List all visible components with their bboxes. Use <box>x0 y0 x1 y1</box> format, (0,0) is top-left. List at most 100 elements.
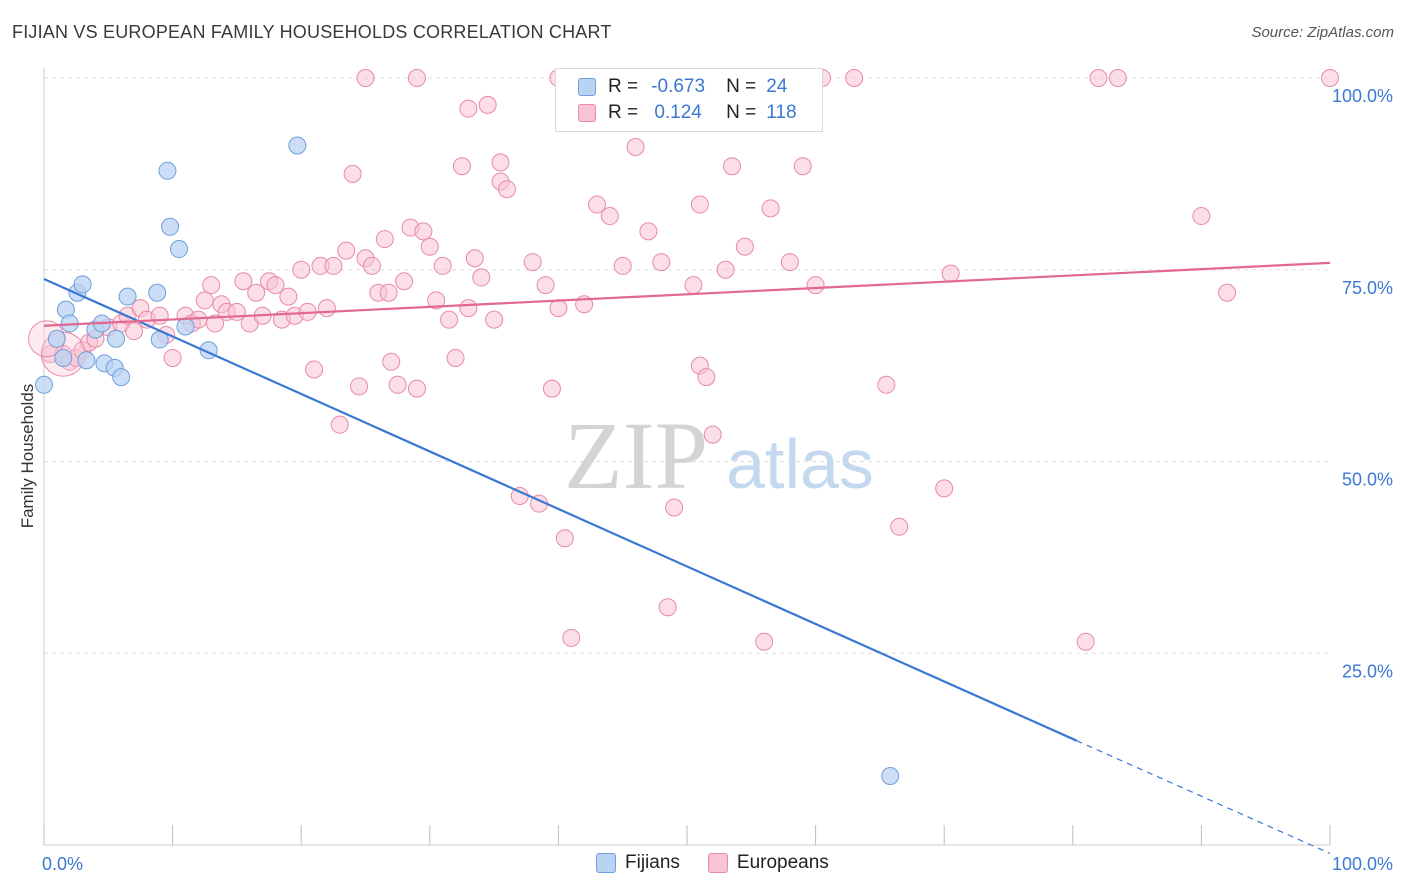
trend-lines <box>43 261 1331 854</box>
european-point <box>379 283 398 302</box>
european-point <box>478 95 497 114</box>
european-point <box>491 153 510 172</box>
fijian-point <box>158 161 177 180</box>
european-point <box>446 348 465 367</box>
european-point <box>806 276 825 295</box>
european-point <box>658 598 677 617</box>
european-point <box>600 207 619 226</box>
european-point <box>723 157 742 176</box>
fijian-point <box>47 329 66 348</box>
x-tick-label: 0.0% <box>42 854 83 874</box>
legend-row-europeans: R = 0.124 N = 118 <box>578 101 797 125</box>
european-point <box>549 299 568 318</box>
european-point <box>935 479 954 498</box>
europeans-trend-line <box>43 261 1331 327</box>
european-point <box>382 352 401 371</box>
fijian-point <box>176 317 195 336</box>
watermark: ZIP atlas <box>564 402 874 509</box>
european-point <box>163 348 182 367</box>
x-axis <box>43 68 1331 846</box>
europeans-r-label: R = <box>608 102 639 123</box>
fijians-legend-label: Fijians <box>625 852 680 873</box>
european-point <box>536 276 555 295</box>
european-point <box>452 157 471 176</box>
fijians-r-label: R = <box>608 76 639 97</box>
europeans-n-value: 118 <box>766 102 797 123</box>
european-point <box>427 291 446 310</box>
european-point <box>562 628 581 647</box>
fijian-point <box>112 368 131 387</box>
fijian-point <box>161 217 180 236</box>
european-point <box>459 299 478 318</box>
fijian-point <box>107 329 126 348</box>
european-point <box>433 256 452 275</box>
european-point <box>234 272 253 291</box>
european-point <box>1321 69 1339 87</box>
european-point <box>626 138 645 157</box>
european-point <box>665 498 684 517</box>
european-point <box>324 256 343 275</box>
european-point <box>266 276 285 295</box>
fijians-trend-line <box>43 277 1078 742</box>
legend-row-fijians: R = -0.673 N = 24 <box>578 75 787 99</box>
fijian-point <box>35 375 53 394</box>
european-point <box>716 260 735 279</box>
european-point <box>703 425 722 444</box>
europeans-legend-swatch <box>707 853 728 873</box>
european-point <box>941 264 960 283</box>
fijian-point <box>77 351 96 370</box>
fijian-point <box>118 287 137 306</box>
european-point <box>1089 69 1108 87</box>
fijians-swatch <box>578 78 596 96</box>
european-point <box>793 157 812 176</box>
european-point <box>845 69 864 87</box>
fijian-point <box>54 348 73 367</box>
european-point <box>485 310 504 329</box>
european-point <box>279 287 298 306</box>
european-point <box>356 69 375 87</box>
european-point <box>420 237 439 256</box>
european-point <box>780 253 799 272</box>
european-point <box>317 299 336 318</box>
european-point <box>890 517 909 536</box>
european-point <box>542 379 561 398</box>
y-tick-label: 75.0% <box>1342 278 1393 298</box>
european-point <box>395 272 414 291</box>
european-point <box>414 222 433 241</box>
fijian-point <box>148 283 167 302</box>
fijian-point <box>170 240 189 259</box>
european-point <box>1108 69 1127 87</box>
european-point <box>877 375 896 394</box>
european-point <box>690 195 709 214</box>
fijians-legend-swatch <box>596 853 616 873</box>
legend-item-fijians[interactable]: Fijians <box>596 852 680 874</box>
european-point <box>639 222 658 241</box>
european-point <box>407 69 426 87</box>
european-point <box>388 375 407 394</box>
europeans-legend-label: Europeans <box>736 852 829 873</box>
european-point <box>292 260 311 279</box>
european-point <box>440 310 459 329</box>
european-point <box>523 253 542 272</box>
legend-item-europeans[interactable]: Europeans <box>707 852 829 874</box>
fijians-n-value: 24 <box>766 76 788 97</box>
watermark-zip: ZIP <box>564 402 708 509</box>
european-point <box>206 314 225 333</box>
european-point <box>350 377 369 396</box>
european-point <box>587 195 606 214</box>
european-point <box>125 322 144 341</box>
europeans-swatch <box>578 104 596 122</box>
european-point <box>343 164 362 183</box>
fijians-n-label: N = <box>726 76 757 97</box>
fijians-r-value: -0.673 <box>651 76 706 97</box>
europeans-n-label: N = <box>726 102 757 123</box>
european-point <box>684 276 703 295</box>
fijian-point <box>73 275 92 294</box>
european-point <box>407 379 426 398</box>
y-tick-label: 50.0% <box>1342 470 1393 490</box>
european-point <box>459 99 478 118</box>
watermark-atlas: atlas <box>726 425 874 503</box>
x-tick-label: 100.0% <box>1332 854 1393 874</box>
european-point <box>472 268 491 287</box>
